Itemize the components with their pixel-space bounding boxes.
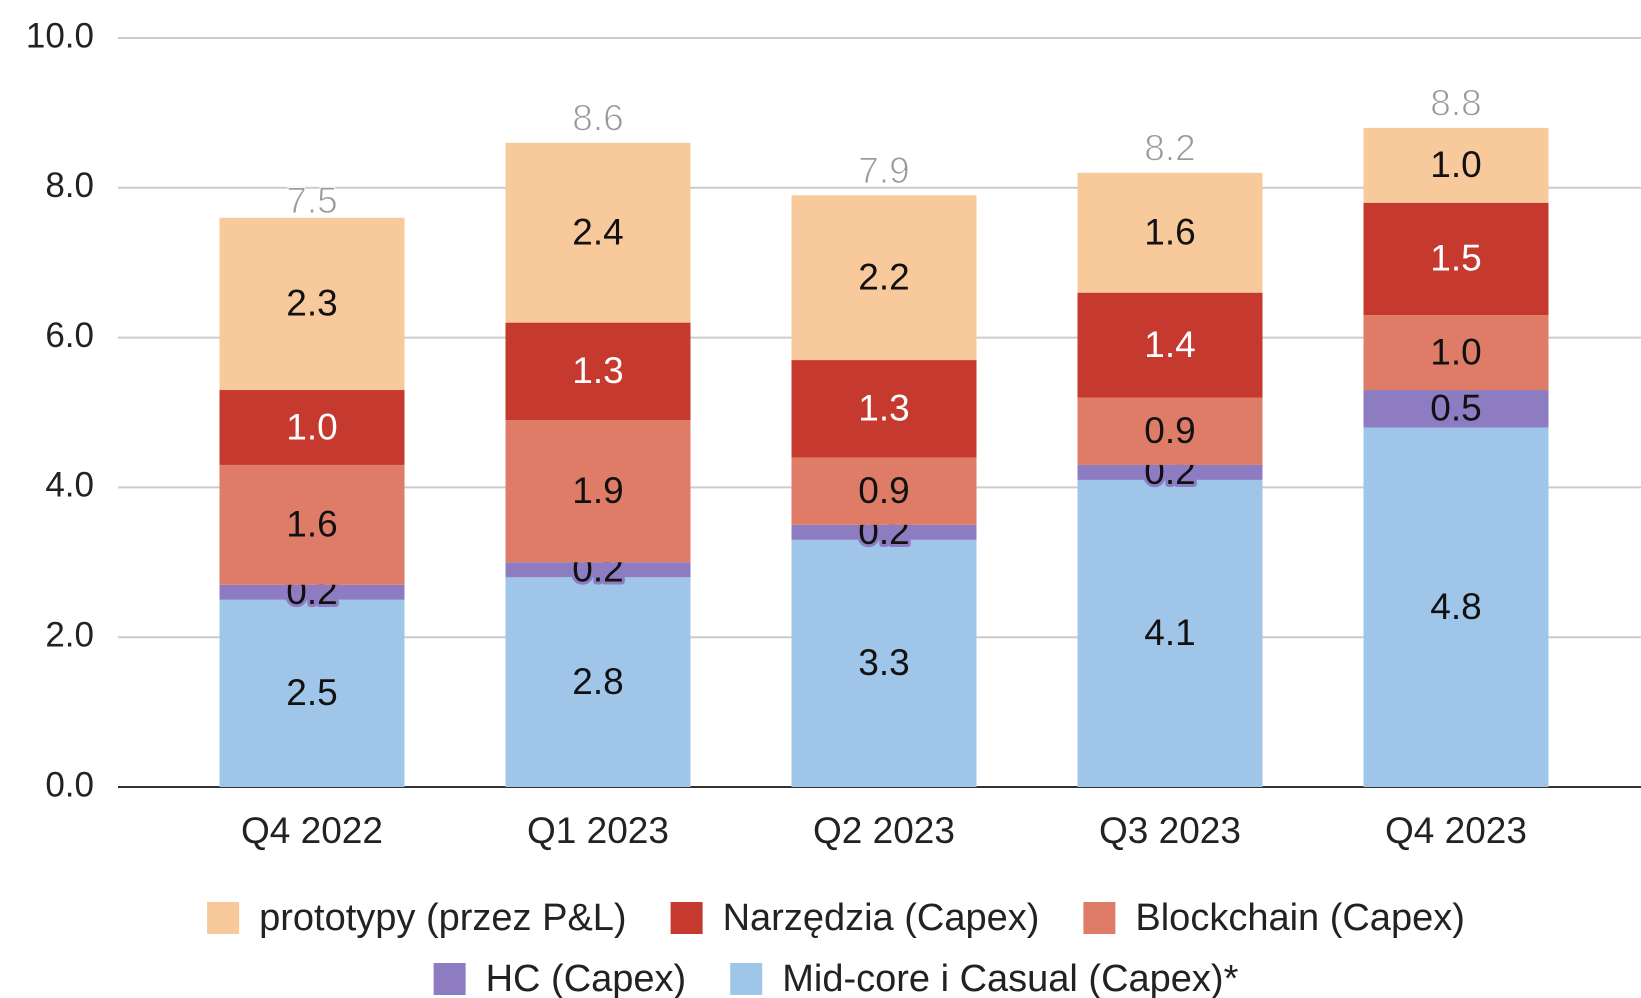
segment-label: 2.8 [572,661,623,702]
segment-label: 4.1 [1144,612,1195,653]
bar-segment [1077,397,1263,465]
bar-segment [791,360,977,458]
x-tick-label: Q4 2022 [241,810,383,851]
bar-segment [1077,292,1263,398]
bar-segment [791,457,977,525]
legend-label: HC (Capex) [486,958,687,998]
segment-label: 1.0 [286,406,337,447]
y-tick-label: 0.0 [45,765,94,804]
bar-segment [219,464,405,585]
segment-label: 1.0 [1430,331,1481,372]
bar-segment [1077,172,1263,293]
y-tick-label: 2.0 [45,615,94,654]
bar-segment [791,524,977,540]
segment-label: 1.4 [1144,324,1195,365]
legend-swatch [1083,902,1116,934]
segment-label: 0.9 [858,470,909,511]
bar-segment [1363,315,1549,391]
legend-label: Mid-core i Casual (Capex)* [782,958,1238,998]
segment-label: 1.6 [286,504,337,545]
segment-label: 4.8 [1430,586,1481,627]
bar-segment [219,584,405,600]
total-label: 8.8 [1430,83,1481,124]
segment-label: 2.5 [286,672,337,713]
x-tick-label: Q3 2023 [1099,810,1241,851]
bar-segment [219,390,405,465]
bar-segment [1077,464,1263,480]
bar-segment [219,599,405,787]
y-tick-label: 4.0 [45,466,94,505]
bar-segment [1363,127,1549,203]
bar-segment [219,217,405,391]
legend-label: Blockchain (Capex) [1135,897,1464,939]
x-tick-label: Q4 2023 [1385,810,1527,851]
total-label: 8.6 [572,98,623,139]
segment-label: 1.9 [572,470,623,511]
segment-label: 0.5 [1430,388,1481,429]
bar-segment [791,195,977,361]
segment-label: 1.3 [858,388,909,429]
bar-segment [1363,390,1549,428]
segment-label: 3.3 [858,642,909,683]
y-tick-label: 10.0 [26,16,94,55]
legend-swatch [730,963,763,995]
bar-segment [1363,427,1549,787]
legend-swatch [433,963,466,995]
x-tick-label: Q1 2023 [527,810,669,851]
y-tick-label: 6.0 [45,316,94,355]
segment-label: 2.2 [858,256,909,297]
bar-segment [791,539,977,787]
legend-label: Narzędzia (Capex) [723,897,1040,939]
total-label: 7.5 [286,180,337,221]
bar-segment [505,322,691,420]
bar-segment [505,577,691,787]
segment-label: 2.3 [286,283,337,324]
x-tick-label: Q2 2023 [813,810,955,851]
segment-label: 1.5 [1430,238,1481,279]
bar-segment [1077,479,1263,787]
total-label: 7.9 [858,150,909,191]
total-label: 8.2 [1144,128,1195,169]
bar-segment [505,142,691,323]
segment-label: 1.0 [1430,144,1481,185]
segment-label: 1.3 [572,350,623,391]
segment-label: 2.4 [572,212,623,253]
bar-segment [1363,202,1549,316]
y-tick-label: 8.0 [45,166,94,205]
segment-label: 0.9 [1144,410,1195,451]
legend-label: prototypy (przez P&L) [259,897,626,939]
bar-segment [505,562,691,578]
bar-segment [505,419,691,563]
legend-swatch [207,902,240,934]
legend-swatch [670,902,703,934]
segment-label: 1.6 [1144,212,1195,253]
